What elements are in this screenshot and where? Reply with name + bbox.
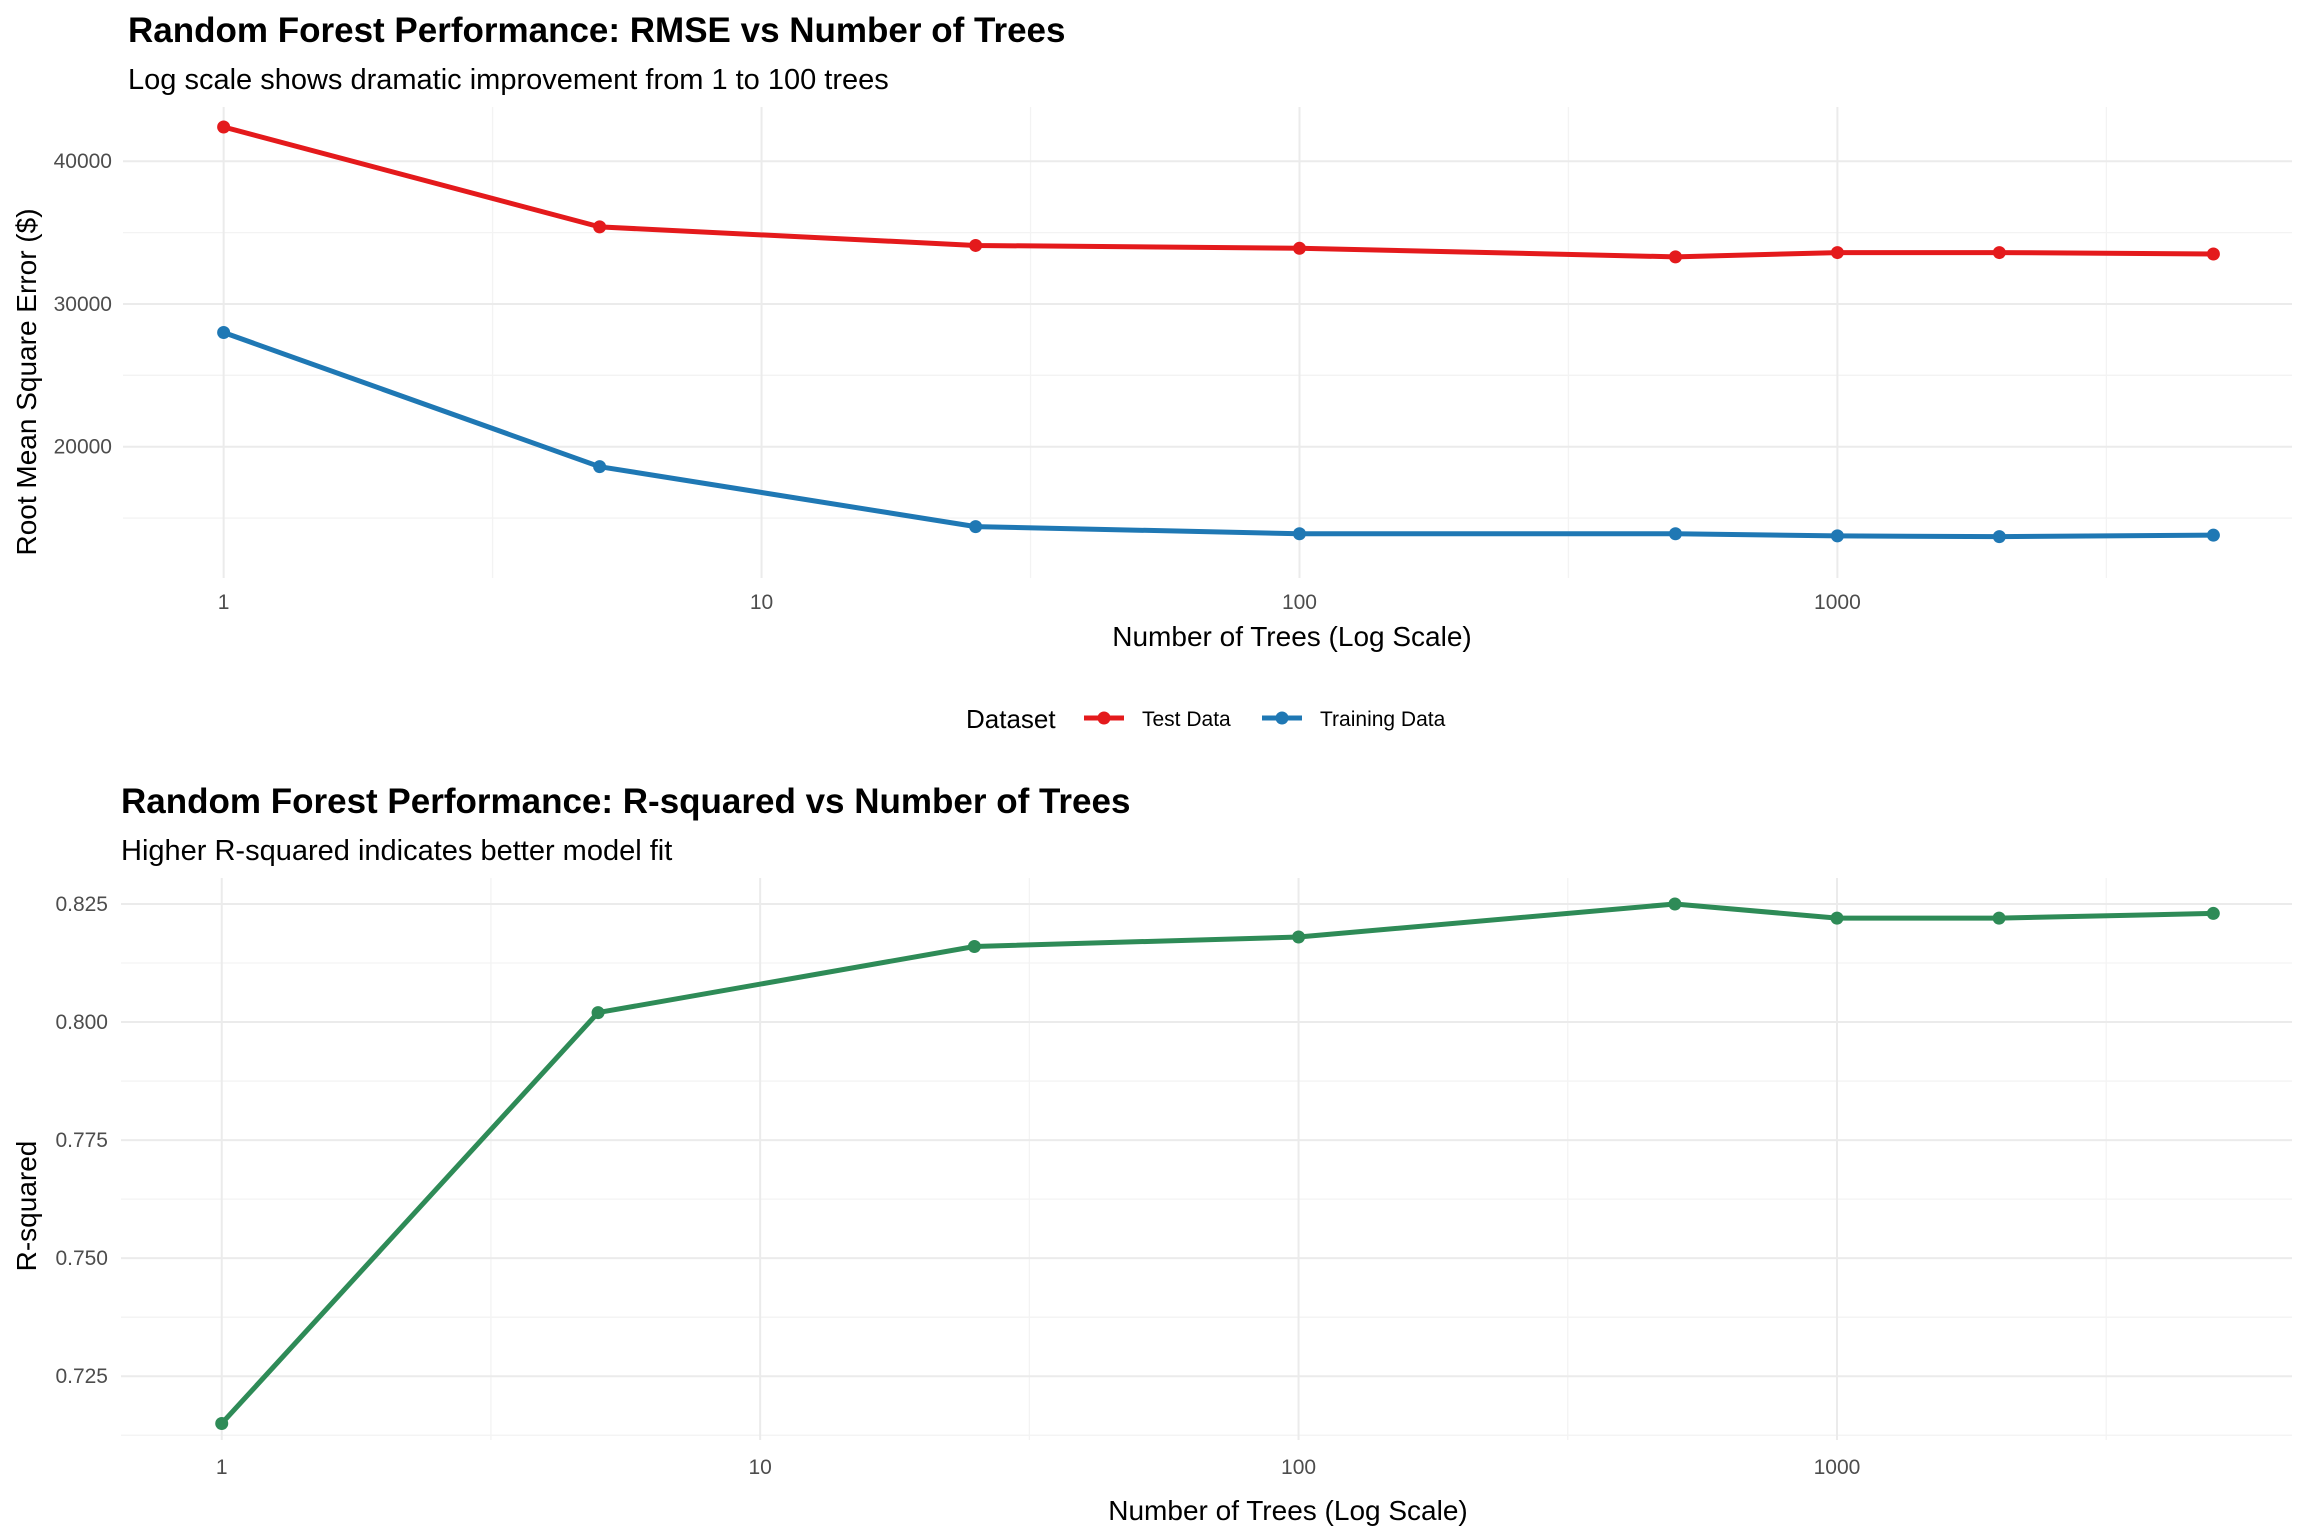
y-tick-label: 0.825 xyxy=(55,893,108,916)
data-point-test-data xyxy=(969,238,983,252)
data-point-test-data xyxy=(217,120,231,134)
legend-item-test-data: Test Data xyxy=(1084,708,1231,731)
legend-key-training-data-point xyxy=(1275,711,1289,725)
rsquared-chart-title: Random Forest Performance: R-squared vs … xyxy=(121,782,1130,821)
x-tick-label: 1000 xyxy=(1814,591,1861,614)
data-point-rsquared xyxy=(2206,906,2220,920)
data-point-test-data xyxy=(2206,247,2220,261)
data-point-rsquared xyxy=(1668,897,1682,911)
data-point-test-data xyxy=(1830,246,1844,260)
rmse-y-axis-title: Root Mean Square Error ($) xyxy=(11,208,42,555)
y-tick-label: 0.750 xyxy=(55,1247,108,1270)
rsquared-x-tick-labels: 1 10 100 1000 xyxy=(216,1456,1860,1479)
y-tick-label: 0.725 xyxy=(55,1365,108,1388)
legend-label-test-data: Test Data xyxy=(1142,708,1231,731)
data-point-rsquared xyxy=(1830,911,1844,925)
legend-item-training-data: Training Data xyxy=(1262,708,1446,731)
data-point-test-data xyxy=(1292,241,1306,255)
data-point-rsquared xyxy=(967,939,981,953)
data-point-training-data xyxy=(217,326,231,340)
series-line-test-data xyxy=(221,124,2216,260)
data-point-training-data xyxy=(593,460,607,474)
rsquared-chart-subtitle: Higher R-squared indicates better model … xyxy=(121,835,672,867)
rmse-gridlines xyxy=(123,107,2292,578)
rmse-chart-title: Random Forest Performance: RMSE vs Numbe… xyxy=(128,11,1065,50)
x-tick-label: 100 xyxy=(1281,1456,1316,1479)
data-point-training-data xyxy=(969,520,983,534)
data-point-training-data xyxy=(1830,529,1844,543)
data-point-training-data xyxy=(2206,528,2220,542)
series-line-rsquared xyxy=(219,901,2216,1426)
data-point-rsquared xyxy=(591,1006,605,1020)
rsquared-series xyxy=(215,897,2220,1430)
data-point-rsquared xyxy=(1292,930,1306,944)
y-tick-label: 30000 xyxy=(54,293,112,316)
data-point-training-data xyxy=(1292,527,1306,541)
rmse-x-tick-labels: 1 10 100 1000 xyxy=(218,591,1861,614)
x-tick-label: 10 xyxy=(748,1456,771,1479)
legend-title: Dataset xyxy=(966,704,1056,734)
data-point-rsquared xyxy=(215,1416,229,1430)
data-point-test-data xyxy=(593,220,607,234)
data-point-test-data xyxy=(1992,246,2006,260)
data-point-training-data xyxy=(1668,527,1682,541)
rsquared-y-axis-title: R-squared xyxy=(11,1141,42,1272)
rmse-x-axis-title: Number of Trees (Log Scale) xyxy=(1112,621,1472,652)
y-tick-label: 0.775 xyxy=(55,1129,108,1152)
legend: Dataset Test Data Training Data xyxy=(966,704,1446,734)
rmse-y-tick-labels: 20000 30000 40000 xyxy=(54,150,112,458)
rmse-chart: Random Forest Performance: RMSE vs Numbe… xyxy=(11,11,2292,652)
rsquared-chart: Random Forest Performance: R-squared vs … xyxy=(11,782,2292,1526)
y-tick-label: 20000 xyxy=(54,436,112,459)
y-tick-label: 0.800 xyxy=(55,1011,108,1034)
legend-label-training-data: Training Data xyxy=(1320,708,1446,731)
data-point-rsquared xyxy=(1992,911,2006,925)
rsquared-gridlines xyxy=(121,878,2292,1440)
x-tick-label: 100 xyxy=(1282,591,1317,614)
data-point-test-data xyxy=(1668,250,1682,264)
x-tick-label: 1000 xyxy=(1814,1456,1861,1479)
rmse-chart-subtitle: Log scale shows dramatic improvement fro… xyxy=(128,64,889,96)
x-tick-label: 1 xyxy=(218,591,230,614)
rsquared-x-axis-title: Number of Trees (Log Scale) xyxy=(1108,1495,1468,1526)
series-line-training-data xyxy=(221,330,2216,540)
rmse-series xyxy=(217,120,2220,544)
rsquared-y-tick-labels: 0.725 0.750 0.775 0.800 0.825 xyxy=(55,893,108,1388)
x-tick-label: 1 xyxy=(216,1456,228,1479)
x-tick-label: 10 xyxy=(750,591,773,614)
legend-key-test-data-point xyxy=(1097,711,1111,725)
y-tick-label: 40000 xyxy=(54,150,112,173)
data-point-training-data xyxy=(1992,530,2006,544)
